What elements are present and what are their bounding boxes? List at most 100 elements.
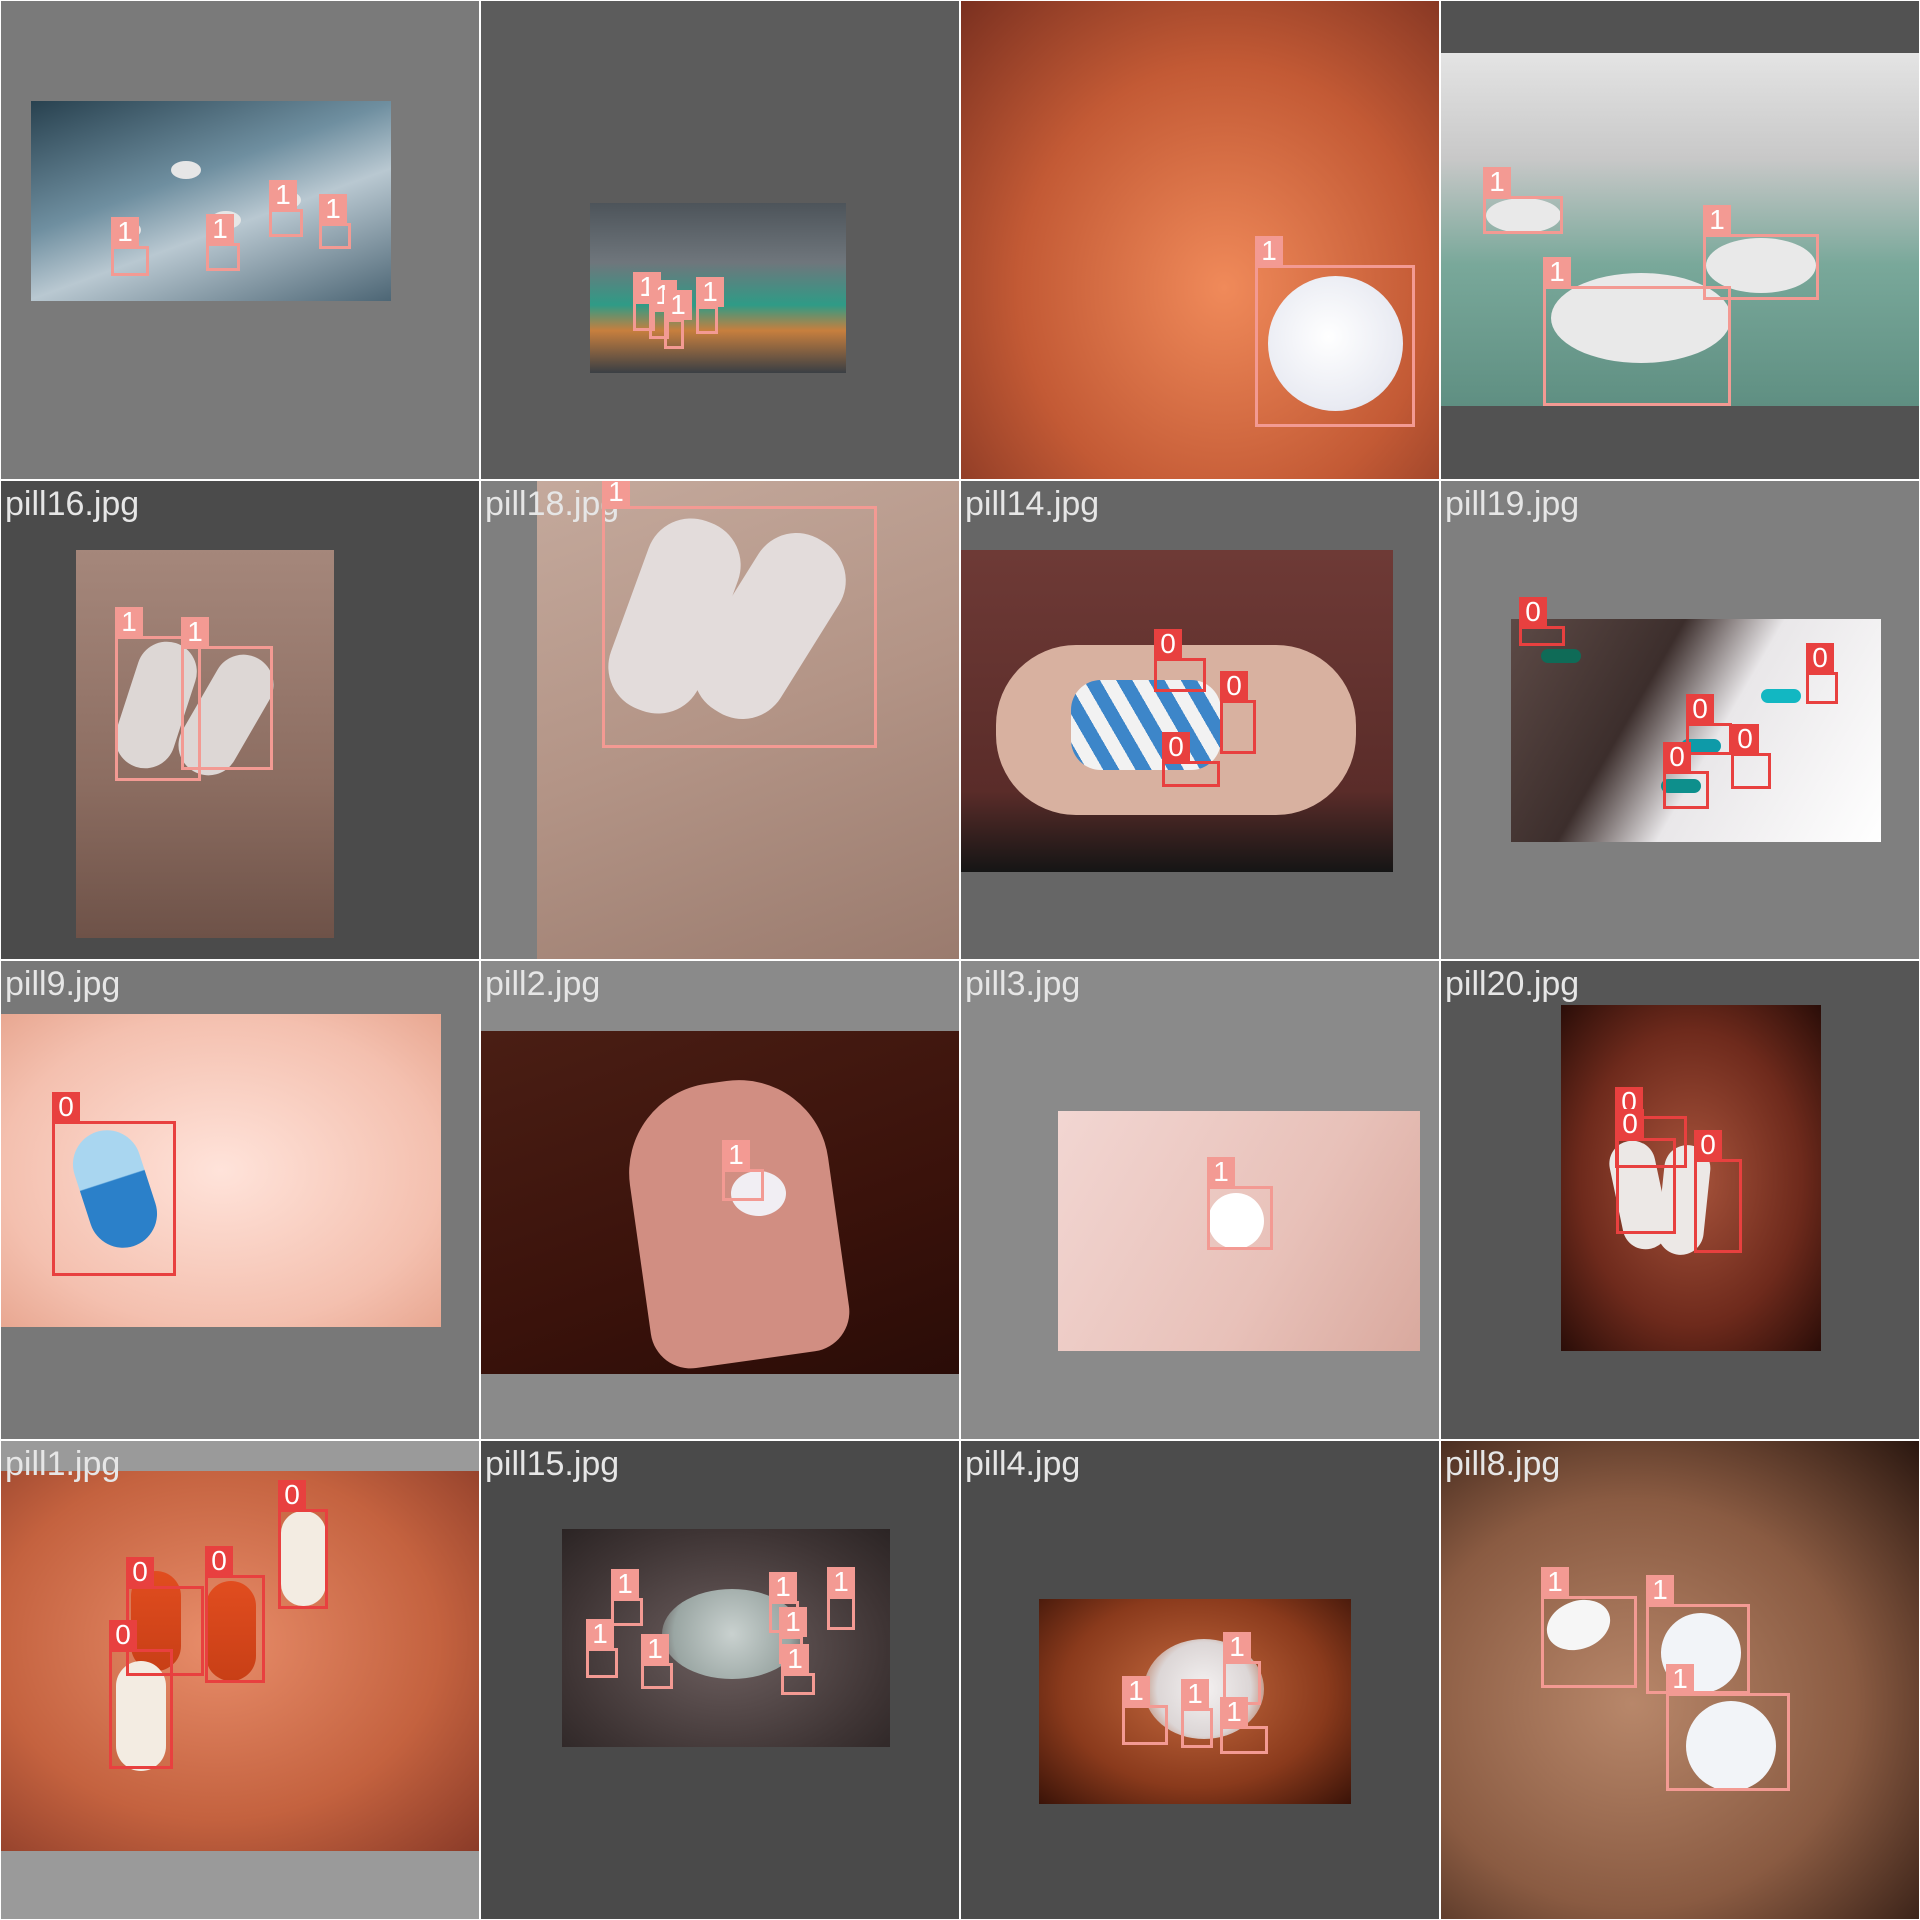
image-filename: pill9.jpg [5,965,121,1003]
pills-table-photo [1441,53,1919,406]
tile-10: pill2.jpg 1 [481,961,959,1439]
class-label: 1 [181,617,209,647]
tile-13: pill1.jpg 0 0 0 0 [1,1441,479,1919]
detection-box: 1 [111,217,149,276]
class-label: 1 [827,1567,855,1597]
image-filename: pill4.jpg [965,1445,1081,1483]
class-label: 0 [1519,597,1547,627]
class-label: 1 [1255,236,1283,266]
class-label: 1 [611,1569,639,1599]
class-label: 1 [641,1634,669,1664]
detection-box: 0 [1806,643,1838,704]
tile-7: pill14.jpg 0 0 0 [961,481,1439,959]
detection-box: 1 [269,180,303,237]
detection-box: 1 [1543,257,1731,406]
detection-box: 0 [1731,724,1771,789]
class-label: 1 [722,1140,750,1170]
class-label: 0 [205,1546,233,1576]
detection-box: 1 [1646,1575,1750,1694]
class-label: 1 [115,607,143,637]
detection-box: 0 [1154,629,1206,692]
detection-box: 1 [1703,205,1819,300]
detection-box: 1 [1541,1567,1637,1688]
class-label: 0 [1663,742,1691,772]
class-label: 1 [1181,1679,1209,1709]
detection-box: 0 [1694,1130,1742,1253]
orange-capsules-photo [1,1471,479,1851]
detection-box: 1 [1122,1676,1168,1745]
detection-box: 1 [1223,1632,1261,1705]
class-label: 1 [111,217,139,247]
class-label: 0 [126,1557,154,1587]
outstretched-hand-photo [481,1031,959,1374]
class-label: 1 [1541,1567,1569,1597]
class-label: 0 [1154,629,1182,659]
class-label: 1 [781,1644,809,1674]
detection-box: 1 [1255,236,1415,427]
detection-box: 1 [115,607,201,781]
class-label: 1 [1703,205,1731,235]
class-label: 1 [1220,1697,1248,1727]
class-label: 0 [109,1620,137,1650]
class-label: 1 [779,1607,807,1637]
tile-16: pill8.jpg 1 1 1 [1441,1441,1919,1919]
palm-photo [537,481,959,959]
image-filename: pill3.jpg [965,965,1081,1003]
detection-box: 0 [278,1480,328,1609]
image-filename: pill14.jpg [965,485,1100,523]
class-label: 1 [1543,257,1571,287]
class-label: 0 [1616,1109,1644,1139]
tile-3: 1 [961,1,1439,479]
image-filename: pill15.jpg [485,1445,620,1483]
class-label: 1 [1223,1632,1251,1662]
hand-photo [961,1,1439,479]
class-label: 1 [602,481,630,507]
class-label: 1 [586,1619,614,1649]
tile-2: 1 1 1 1 [481,1,959,479]
tile-8: pill19.jpg 0 0 0 0 0 [1441,481,1919,959]
detection-box: 0 [1663,742,1709,809]
capsules-hand-photo [961,550,1393,872]
detection-box: 1 [1207,1157,1273,1250]
detection-box: 0 [1220,671,1256,754]
class-label: 0 [52,1092,80,1122]
class-label: 1 [1666,1664,1694,1694]
image-filename: pill20.jpg [1445,965,1580,1003]
detection-box: 0 [52,1092,176,1276]
class-label: 1 [1646,1575,1674,1605]
image-filename: pill16.jpg [5,485,140,523]
class-label: 1 [206,214,234,244]
capsules-hand-photo [1561,1005,1821,1351]
class-label: 1 [769,1572,797,1602]
tile-6: pill18.jpg 1 [481,481,959,959]
tile-15: pill4.jpg 1 1 1 1 [961,1441,1439,1919]
detection-box: 1 [1181,1679,1213,1748]
tile-1: 1 1 1 1 [1,1,479,479]
detection-box: 1 [1220,1697,1268,1754]
class-label: 0 [1162,732,1190,762]
image-filename: pill2.jpg [485,965,601,1003]
image-filename: pill19.jpg [1445,485,1580,523]
tile-5: pill16.jpg 1 1 [1,481,479,959]
class-label: 0 [1686,694,1714,724]
tile-12: pill20.jpg 0 0 0 [1441,961,1919,1439]
tile-4: 1 1 1 [1441,1,1919,479]
class-label: 0 [1694,1130,1722,1160]
detection-box: 0 [205,1546,265,1683]
white-tablets-photo [562,1529,890,1747]
tile-9: pill9.jpg 0 [1,961,479,1439]
detection-box: 1 [319,194,351,249]
detection-box: 0 [1162,732,1220,787]
tile-11: pill3.jpg 1 [961,961,1439,1439]
class-label: 1 [1483,167,1511,197]
image-filename: pill8.jpg [1445,1445,1561,1483]
class-label: 1 [1207,1157,1235,1187]
detection-box: 0 [1519,597,1565,646]
tile-14: pill15.jpg 1 1 1 1 1 1 1 [481,1441,959,1919]
detection-box: 1 [586,1619,618,1678]
class-label: 0 [1220,671,1248,701]
class-label: 1 [1122,1676,1150,1706]
image-filename: pill18.jpg [485,485,620,523]
palm-photo [1058,1111,1420,1351]
